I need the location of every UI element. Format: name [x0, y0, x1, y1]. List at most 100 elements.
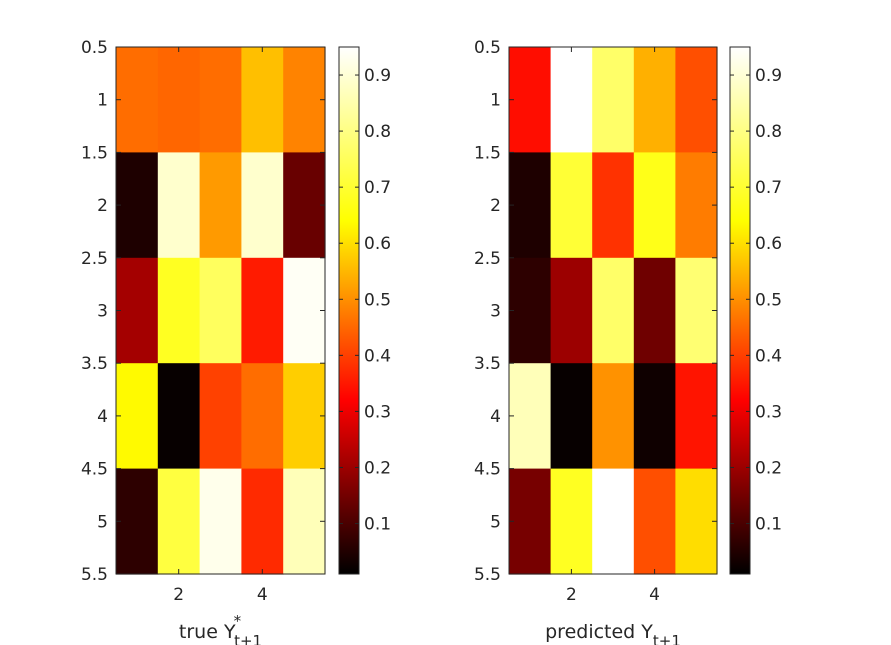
- y-tick-label: 5.5: [474, 565, 501, 585]
- y-tick-label: 1.5: [474, 143, 501, 163]
- y-tick-label: 3.5: [81, 354, 108, 374]
- heatmap-cell-r3-c1: [509, 257, 552, 364]
- colorbar-tick-label: 0.9: [364, 66, 391, 86]
- heatmap-cell-r5-c2: [550, 468, 593, 575]
- heatmap-panel-true: 0.5 1 1.5 2 2.5 3 3.5 4 4.5 5 5.5 2 4 true Y* t+1 0.1 0.…: [81, 38, 391, 645]
- colorbar-border: [729, 46, 751, 575]
- colorbar: [730, 47, 750, 574]
- y-tick-label: 0.5: [474, 38, 501, 58]
- x-axis-label-main: predicted Y: [545, 621, 653, 643]
- colorbar-border: [338, 46, 360, 575]
- y-tick-label: 2.5: [81, 249, 108, 269]
- colorbar-tick-label: 0.9: [755, 66, 782, 86]
- colorbar-tick-label: 0.4: [755, 346, 782, 366]
- x-axis-label-subscript: t+1: [653, 632, 681, 645]
- heatmap-cell-r1-c1: [116, 47, 159, 153]
- colorbar-tick-label: 0.2: [364, 458, 391, 478]
- y-tick-label: 4: [490, 407, 501, 427]
- colorbar-tick-label: 0.2: [755, 458, 782, 478]
- heatmap-cell-r2-c5: [283, 152, 326, 259]
- heatmap-cell-r4-c2: [157, 363, 201, 470]
- colorbar-tick-label: 0.6: [755, 234, 782, 254]
- y-tick-label: 1: [97, 91, 108, 111]
- heatmap-cell-r2-c5: [675, 152, 718, 259]
- y-tick-label: 0.5: [81, 38, 108, 58]
- heatmap-cell-r3-c5: [675, 257, 718, 364]
- heatmap-cell-r1-c5: [283, 47, 326, 153]
- colorbar-tick-label: 0.3: [755, 402, 782, 422]
- x-tick-label: 2: [566, 585, 577, 605]
- heatmap-cell-r4-c4: [633, 363, 676, 470]
- colorbar-tick-label: 0.5: [755, 290, 782, 310]
- y-tick-label: 4.5: [474, 460, 501, 480]
- y-tick-label: 3.5: [474, 354, 501, 374]
- heatmap-cell-r2-c4: [241, 152, 284, 259]
- heatmap-cell-r3-c2: [550, 257, 593, 364]
- y-tick-label: 5: [97, 512, 108, 532]
- y-tick-label: 2.5: [474, 249, 501, 269]
- y-tick-label: 5.5: [81, 565, 108, 585]
- heatmap-cell-r5-c5: [283, 468, 326, 575]
- colorbar-tick-label: 0.1: [364, 515, 391, 535]
- heatmap-cell-r1-c2: [157, 47, 201, 153]
- y-tick-label: 3: [97, 302, 108, 322]
- y-tick-label: 4: [97, 407, 108, 427]
- heatmap-cell-r5-c1: [116, 468, 159, 575]
- x-tick-label: 2: [173, 585, 184, 605]
- heatmap-cell-r1-c4: [633, 47, 676, 153]
- heatmap-cell-r5-c4: [633, 468, 676, 575]
- heatmap-cell-r3-c1: [116, 257, 159, 364]
- colorbar-tick-label: 0.8: [755, 122, 782, 142]
- heatmap-cell-r4-c5: [675, 363, 718, 470]
- heatmap-cell-r1-c3: [592, 47, 635, 153]
- colorbar-tick-label: 0.8: [364, 122, 391, 142]
- y-tick-label: 2: [490, 196, 501, 216]
- colorbar-tick-label: 0.7: [755, 178, 782, 198]
- heatmap-cell-r5-c3: [592, 468, 635, 575]
- heatmap-cell-r2-c2: [550, 152, 593, 259]
- heatmap-cell-r1-c5: [675, 47, 718, 153]
- y-tick-label: 5: [490, 512, 501, 532]
- heatmap-cell-r5-c1: [509, 468, 552, 575]
- x-axis-label-subscript: t+1: [234, 632, 262, 645]
- heatmap-cell-r4-c4: [241, 363, 284, 470]
- heatmap-cell-r4-c5: [283, 363, 326, 470]
- heatmap-cell-r5-c4: [241, 468, 284, 575]
- heatmap-panel-predicted: 0.5 1 1.5 2 2.5 3 3.5 4 4.5 5 5.5 2 4 predicted Yt+1 0…: [474, 38, 782, 645]
- heatmap-cell-r2-c4: [633, 152, 676, 259]
- y-tick-label: 3: [490, 302, 501, 322]
- x-axis-label: true Y* t+1: [179, 612, 262, 645]
- y-tick-label: 1.5: [81, 143, 108, 163]
- y-tick-label: 1: [490, 91, 501, 111]
- heatmap-cell-r4-c1: [116, 363, 159, 470]
- y-tick-label: 4.5: [81, 460, 108, 480]
- heatmap-cell-r5-c2: [157, 468, 201, 575]
- heatmap-cell-r3-c4: [241, 257, 284, 364]
- heatmap-cell-r5-c3: [199, 468, 242, 575]
- x-axis-label-main: true Y: [179, 621, 236, 643]
- colorbar-tick-label: 0.1: [755, 515, 782, 535]
- heatmap-cell-r2-c1: [509, 152, 552, 259]
- colorbar: [339, 47, 359, 574]
- x-tick-label: 4: [257, 585, 268, 605]
- heatmap-cell-r2-c3: [592, 152, 635, 259]
- heatmap-cell-r4-c1: [509, 363, 552, 470]
- colorbar-tick-label: 0.6: [364, 234, 391, 254]
- colorbar-tick-label: 0.4: [364, 346, 391, 366]
- x-tick-label: 4: [649, 585, 660, 605]
- heatmap-cell-r1-c3: [199, 47, 242, 153]
- heatmap-cell-r3-c3: [592, 257, 635, 364]
- heatmap-cell-r5-c5: [675, 468, 718, 575]
- x-axis-label-superscript: *: [234, 612, 242, 630]
- heatmap-cell-r2-c2: [157, 152, 201, 259]
- heatmap-cell-r3-c2: [157, 257, 201, 364]
- heatmap-cell-r4-c3: [592, 363, 635, 470]
- colorbar-tick-label: 0.5: [364, 290, 391, 310]
- heatmap-cell-r3-c3: [199, 257, 242, 364]
- heatmap-cell-r2-c3: [199, 152, 242, 259]
- x-axis-label: predicted Yt+1: [545, 621, 681, 645]
- heatmap-cell-r2-c1: [116, 152, 159, 259]
- heatmap-cell-r4-c2: [550, 363, 593, 470]
- colorbar-tick-label: 0.7: [364, 178, 391, 198]
